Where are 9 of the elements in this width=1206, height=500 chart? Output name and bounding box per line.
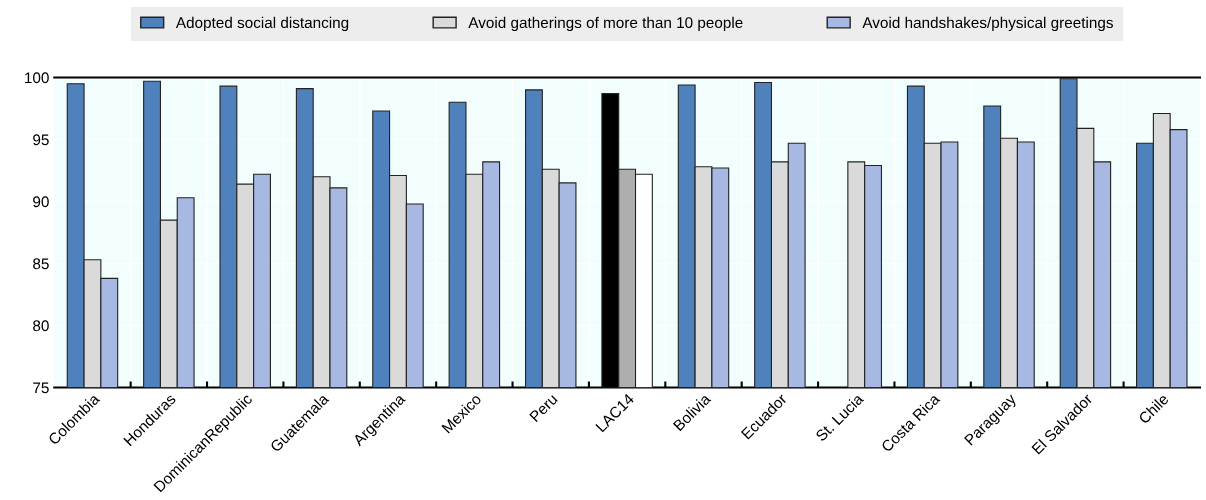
y-tick-label: 95 xyxy=(33,134,49,146)
legend-label: Avoid handshakes/physical greetings xyxy=(862,16,1113,32)
y-tick-label: 75 xyxy=(33,382,49,394)
y-tick-label: 90 xyxy=(33,196,49,208)
y-tick-label: 80 xyxy=(33,320,49,332)
legend-label: Avoid gatherings of more than 10 people xyxy=(468,16,743,32)
y-tick-label: 85 xyxy=(33,258,49,270)
y-tick-label: 100 xyxy=(25,72,49,84)
legend-label: Adopted social distancing xyxy=(175,16,349,32)
